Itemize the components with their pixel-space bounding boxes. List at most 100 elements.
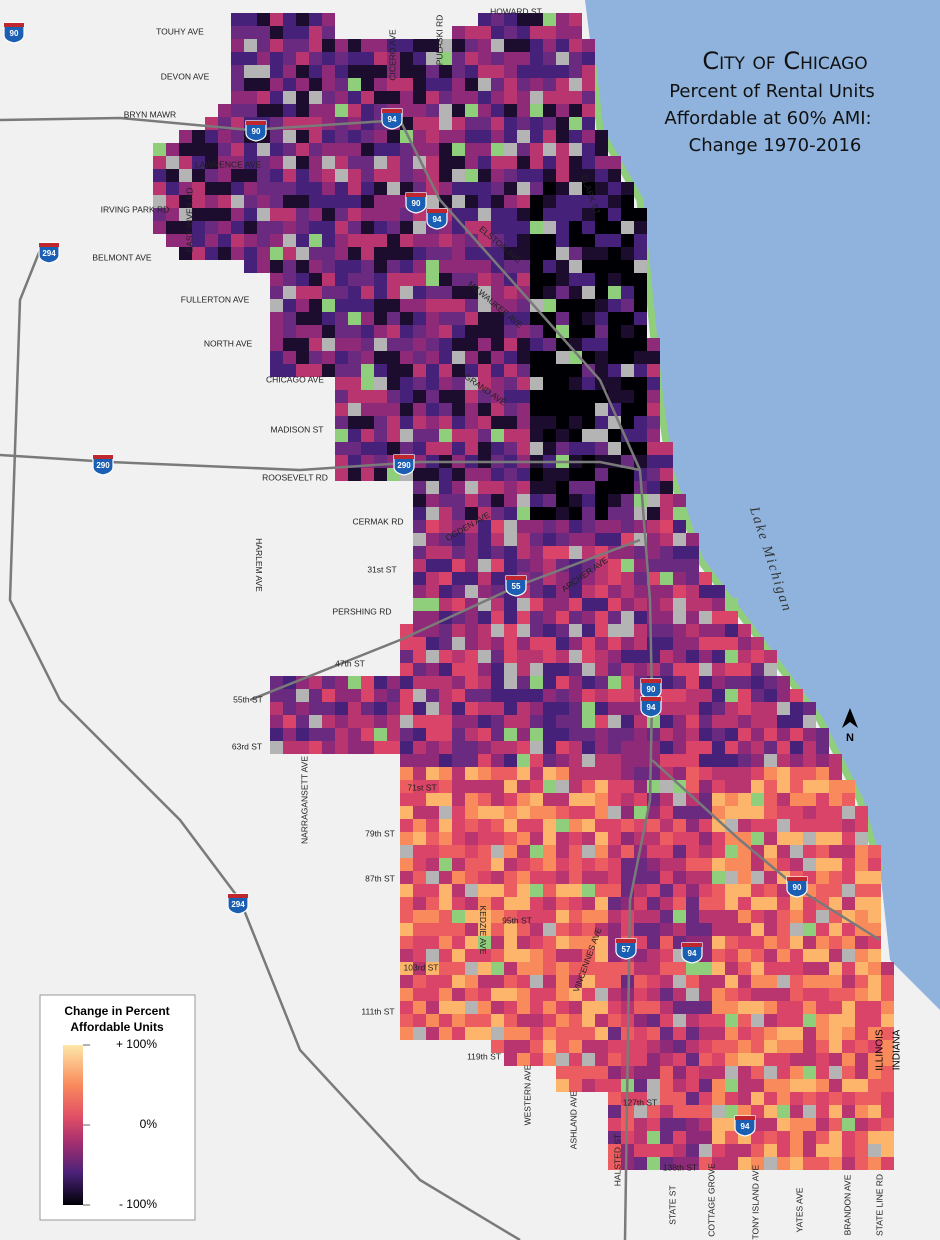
tract — [491, 936, 504, 949]
tract — [634, 1079, 647, 1092]
tract — [608, 1066, 621, 1079]
tract — [530, 442, 543, 455]
tract — [504, 871, 517, 884]
tract — [530, 182, 543, 195]
tract — [465, 884, 478, 897]
tract — [413, 299, 426, 312]
tract — [699, 1105, 712, 1118]
tract — [556, 572, 569, 585]
tract — [400, 988, 413, 1001]
tract — [621, 910, 634, 923]
tract — [491, 429, 504, 442]
tract — [478, 39, 491, 52]
tract — [738, 1014, 751, 1027]
tract — [660, 910, 673, 923]
tract — [738, 988, 751, 1001]
tract — [699, 910, 712, 923]
tract — [725, 598, 738, 611]
tract — [816, 884, 829, 897]
title-block: City of Chicago Percent of Rental Units … — [664, 47, 874, 156]
tract — [530, 221, 543, 234]
tract — [400, 104, 413, 117]
tract — [556, 1079, 569, 1092]
tract — [400, 390, 413, 403]
tract — [439, 689, 452, 702]
tract — [478, 338, 491, 351]
tract — [608, 156, 621, 169]
tract — [530, 377, 543, 390]
tract — [816, 1053, 829, 1066]
tract — [751, 910, 764, 923]
tract — [634, 403, 647, 416]
tract — [699, 611, 712, 624]
tract — [699, 1079, 712, 1092]
tract — [803, 767, 816, 780]
tract — [556, 520, 569, 533]
tract — [582, 195, 595, 208]
tract — [595, 351, 608, 364]
tract — [452, 650, 465, 663]
tract — [491, 741, 504, 754]
tract — [595, 520, 608, 533]
tract — [504, 637, 517, 650]
tract — [634, 624, 647, 637]
tract — [582, 546, 595, 559]
tract — [738, 1027, 751, 1040]
tract — [361, 52, 374, 65]
tract — [634, 208, 647, 221]
tract — [400, 416, 413, 429]
tract — [595, 650, 608, 663]
tract — [387, 169, 400, 182]
tract — [296, 221, 309, 234]
tract — [517, 884, 530, 897]
tract — [725, 897, 738, 910]
tract — [166, 208, 179, 221]
tract — [582, 884, 595, 897]
tract — [335, 247, 348, 260]
tract — [660, 806, 673, 819]
tract — [751, 1027, 764, 1040]
tract — [244, 13, 257, 26]
tract — [699, 741, 712, 754]
tract — [868, 871, 881, 884]
tract — [634, 338, 647, 351]
tract — [413, 572, 426, 585]
tract — [582, 442, 595, 455]
tract — [543, 962, 556, 975]
legend-title: Affordable Units — [70, 1020, 164, 1034]
tract — [439, 962, 452, 975]
tract — [686, 1014, 699, 1027]
street-label: YATES AVE — [794, 1187, 804, 1232]
tract — [517, 533, 530, 546]
tract — [309, 208, 322, 221]
tract — [868, 1118, 881, 1131]
tract — [647, 507, 660, 520]
tract — [738, 715, 751, 728]
tract — [621, 507, 634, 520]
tract — [556, 689, 569, 702]
tract — [556, 923, 569, 936]
tract — [335, 78, 348, 91]
tract — [465, 1027, 478, 1040]
tract — [426, 884, 439, 897]
tract — [790, 1001, 803, 1014]
tract — [387, 78, 400, 91]
tract — [803, 949, 816, 962]
tract — [530, 208, 543, 221]
tract — [855, 884, 868, 897]
tract — [764, 1157, 777, 1170]
tract — [348, 728, 361, 741]
tract — [608, 897, 621, 910]
tract — [595, 663, 608, 676]
tract — [595, 143, 608, 156]
tract — [621, 585, 634, 598]
tract — [530, 962, 543, 975]
tract — [790, 741, 803, 754]
tract — [517, 104, 530, 117]
tract — [855, 871, 868, 884]
tract — [647, 949, 660, 962]
tract — [309, 702, 322, 715]
tract — [595, 507, 608, 520]
tract — [530, 832, 543, 845]
tract — [465, 130, 478, 143]
